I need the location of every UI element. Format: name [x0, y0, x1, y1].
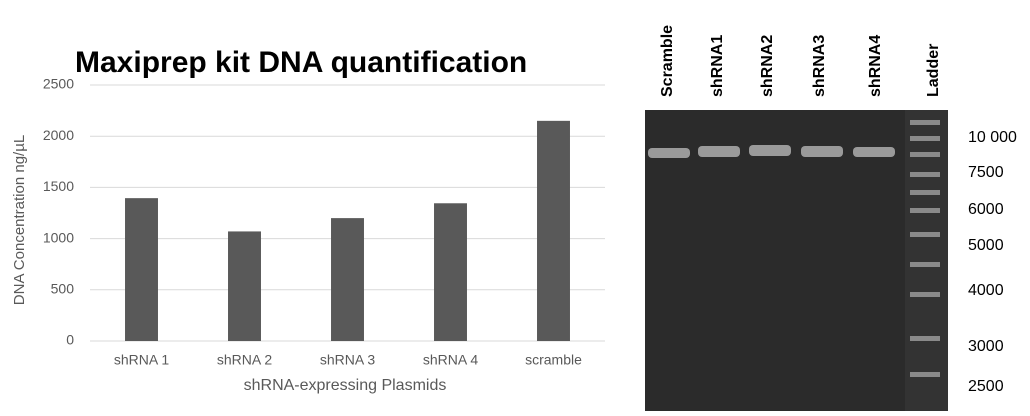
- y-tick-label: 1000: [43, 229, 74, 245]
- band: [698, 146, 740, 157]
- ladder-label: 10 000: [968, 129, 1017, 146]
- y-tick-label: 1500: [43, 178, 74, 194]
- band: [853, 147, 895, 157]
- x-tick-label: shRNA 4: [423, 352, 478, 368]
- ladder-label: 7500: [968, 164, 1004, 181]
- band: [749, 145, 791, 156]
- page: Maxiprep kit DNA quantification shRNA-ex…: [0, 0, 1030, 411]
- y-tick-label: 2500: [43, 76, 74, 92]
- lane-label: shRNA4: [867, 35, 884, 97]
- band: [910, 190, 940, 195]
- x-tick-label: shRNA 3: [320, 352, 375, 368]
- ladder-label: 6000: [968, 201, 1004, 218]
- lane-label: Ladder: [925, 44, 942, 97]
- bar: [434, 203, 467, 341]
- bar: [537, 121, 570, 341]
- ladder-label: 3000: [968, 338, 1004, 355]
- band: [910, 232, 940, 237]
- gel-background: [645, 110, 948, 411]
- y-tick-label: 0: [66, 332, 74, 348]
- band: [910, 336, 940, 341]
- band: [801, 146, 843, 157]
- y-tick-label: 500: [51, 281, 75, 297]
- ladder-label: 2500: [968, 378, 1004, 395]
- y-axis-label: DNA Concentration ng/µL: [11, 135, 28, 305]
- bar: [331, 218, 364, 341]
- x-axis-label: shRNA-expressing Plasmids: [244, 377, 447, 394]
- x-tick-label: shRNA 2: [217, 352, 272, 368]
- band: [910, 120, 940, 125]
- ladder-label: 4000: [968, 282, 1004, 299]
- band: [910, 292, 940, 297]
- gel-image: [645, 110, 948, 411]
- band: [910, 372, 940, 377]
- y-tick-label: 2000: [43, 127, 74, 143]
- lane-label: shRNA1: [709, 35, 726, 97]
- ladder-label: 5000: [968, 237, 1004, 254]
- lane-label: shRNA3: [811, 35, 828, 97]
- x-tick-label: shRNA 1: [114, 352, 169, 368]
- lane-label: Scramble: [659, 25, 676, 97]
- band: [648, 148, 690, 158]
- band: [910, 152, 940, 157]
- band: [910, 208, 940, 213]
- band: [910, 136, 940, 141]
- band: [910, 172, 940, 177]
- x-tick-label: scramble: [525, 352, 582, 368]
- lane-label: shRNA2: [759, 35, 776, 97]
- band: [910, 262, 940, 267]
- bar: [228, 231, 261, 341]
- bar: [125, 198, 158, 341]
- chart-title: Maxiprep kit DNA quantification: [75, 46, 527, 79]
